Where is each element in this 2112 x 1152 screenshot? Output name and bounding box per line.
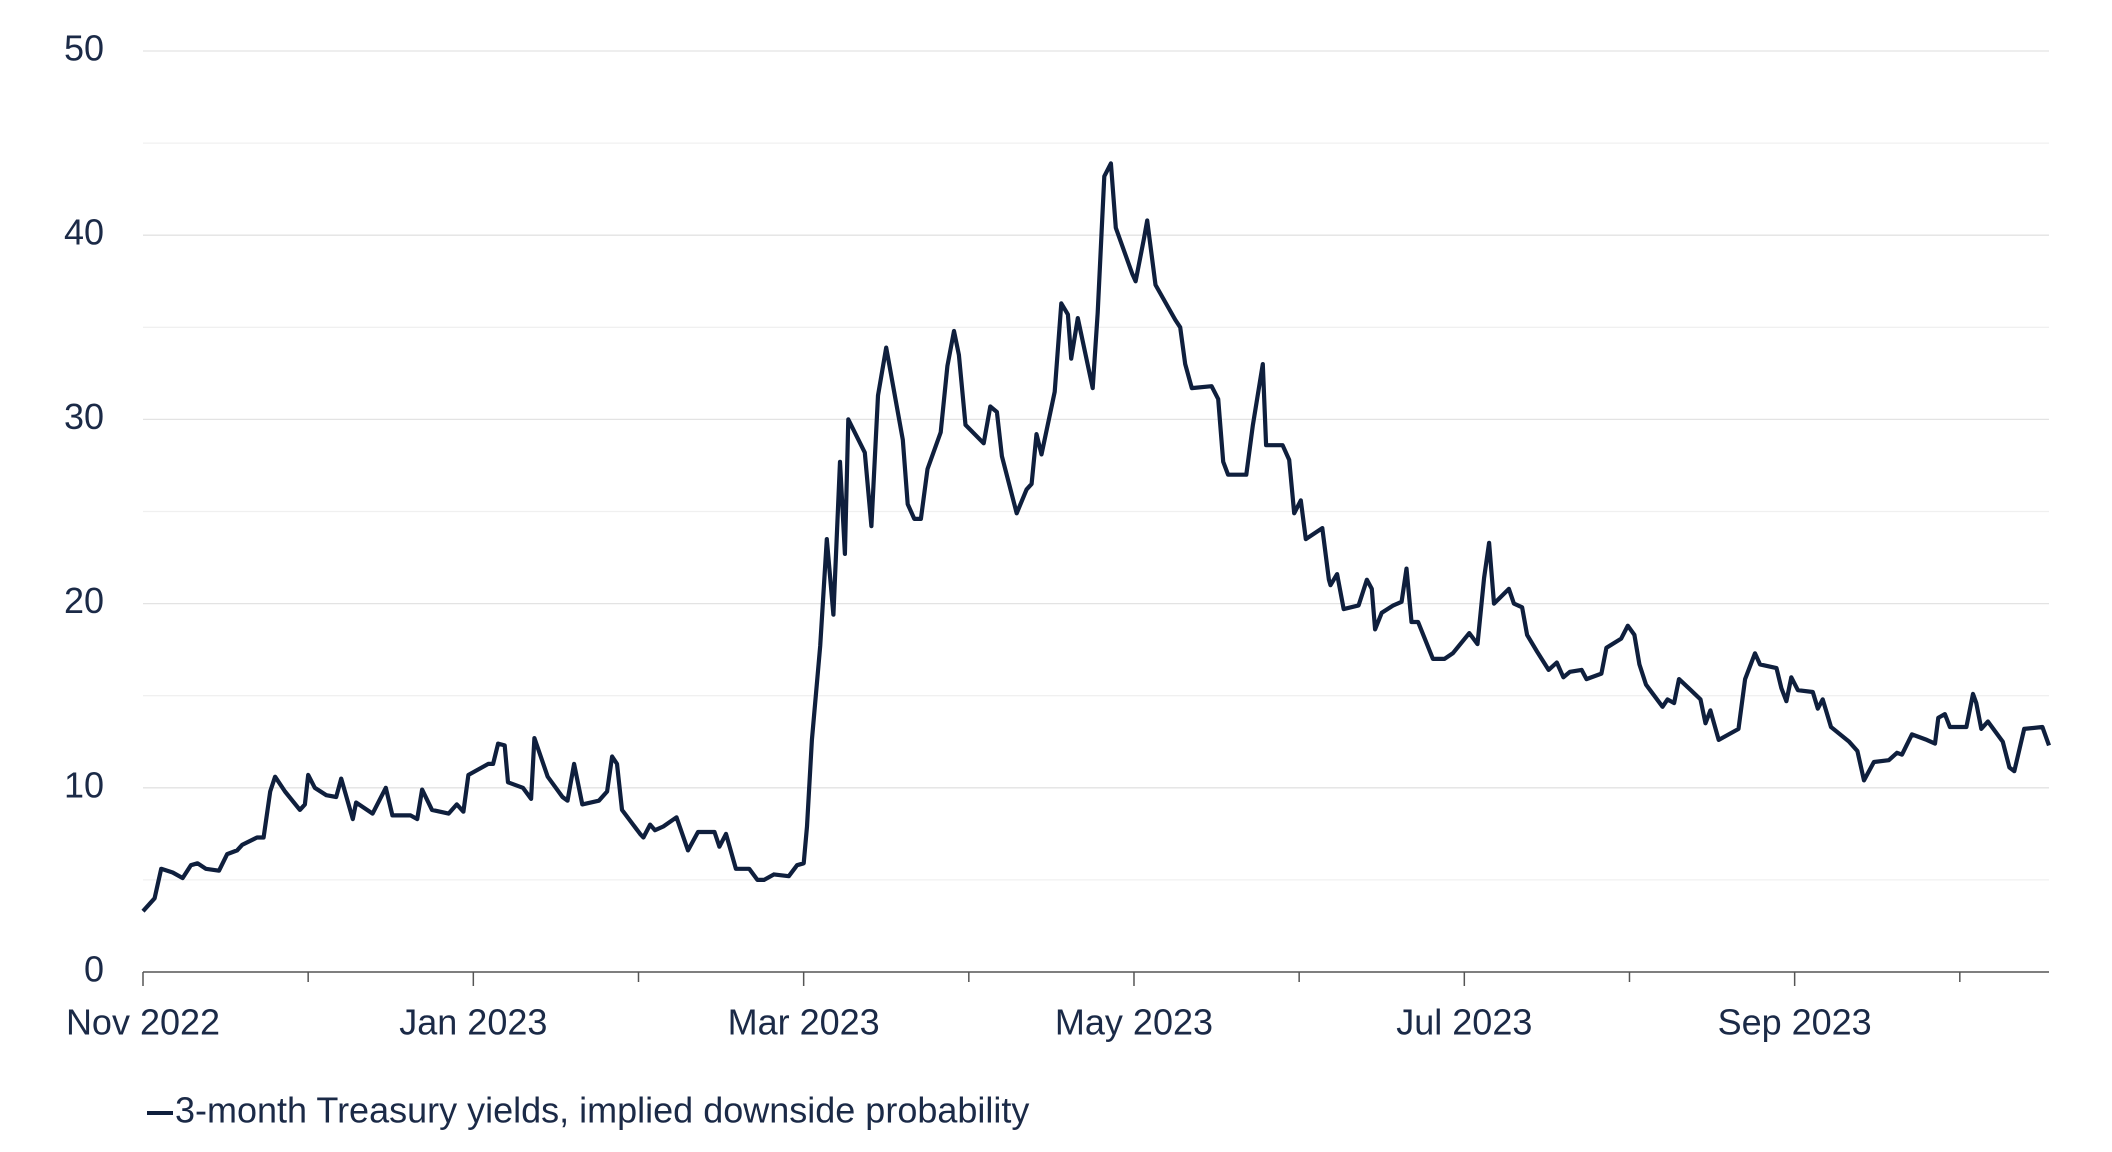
data-line xyxy=(141,161,2051,913)
y-tick-label: 50 xyxy=(64,28,104,69)
x-tick-label: Nov 2022 xyxy=(66,1002,220,1043)
x-tick-label: Jul 2023 xyxy=(1396,1002,1532,1043)
y-tick-label: 0 xyxy=(84,949,104,990)
x-tick-label: May 2023 xyxy=(1055,1002,1213,1043)
y-tick-label: 30 xyxy=(64,396,104,437)
x-tick-label: Sep 2023 xyxy=(1718,1002,1872,1043)
legend-label: 3-month Treasury yields, implied downsid… xyxy=(175,1090,1029,1131)
x-tick-label: Mar 2023 xyxy=(728,1002,880,1043)
y-tick-label: 40 xyxy=(64,212,104,253)
x-tick-label: Jan 2023 xyxy=(399,1002,547,1043)
y-tick-label: 20 xyxy=(64,580,104,621)
y-tick-label: 10 xyxy=(64,764,104,805)
